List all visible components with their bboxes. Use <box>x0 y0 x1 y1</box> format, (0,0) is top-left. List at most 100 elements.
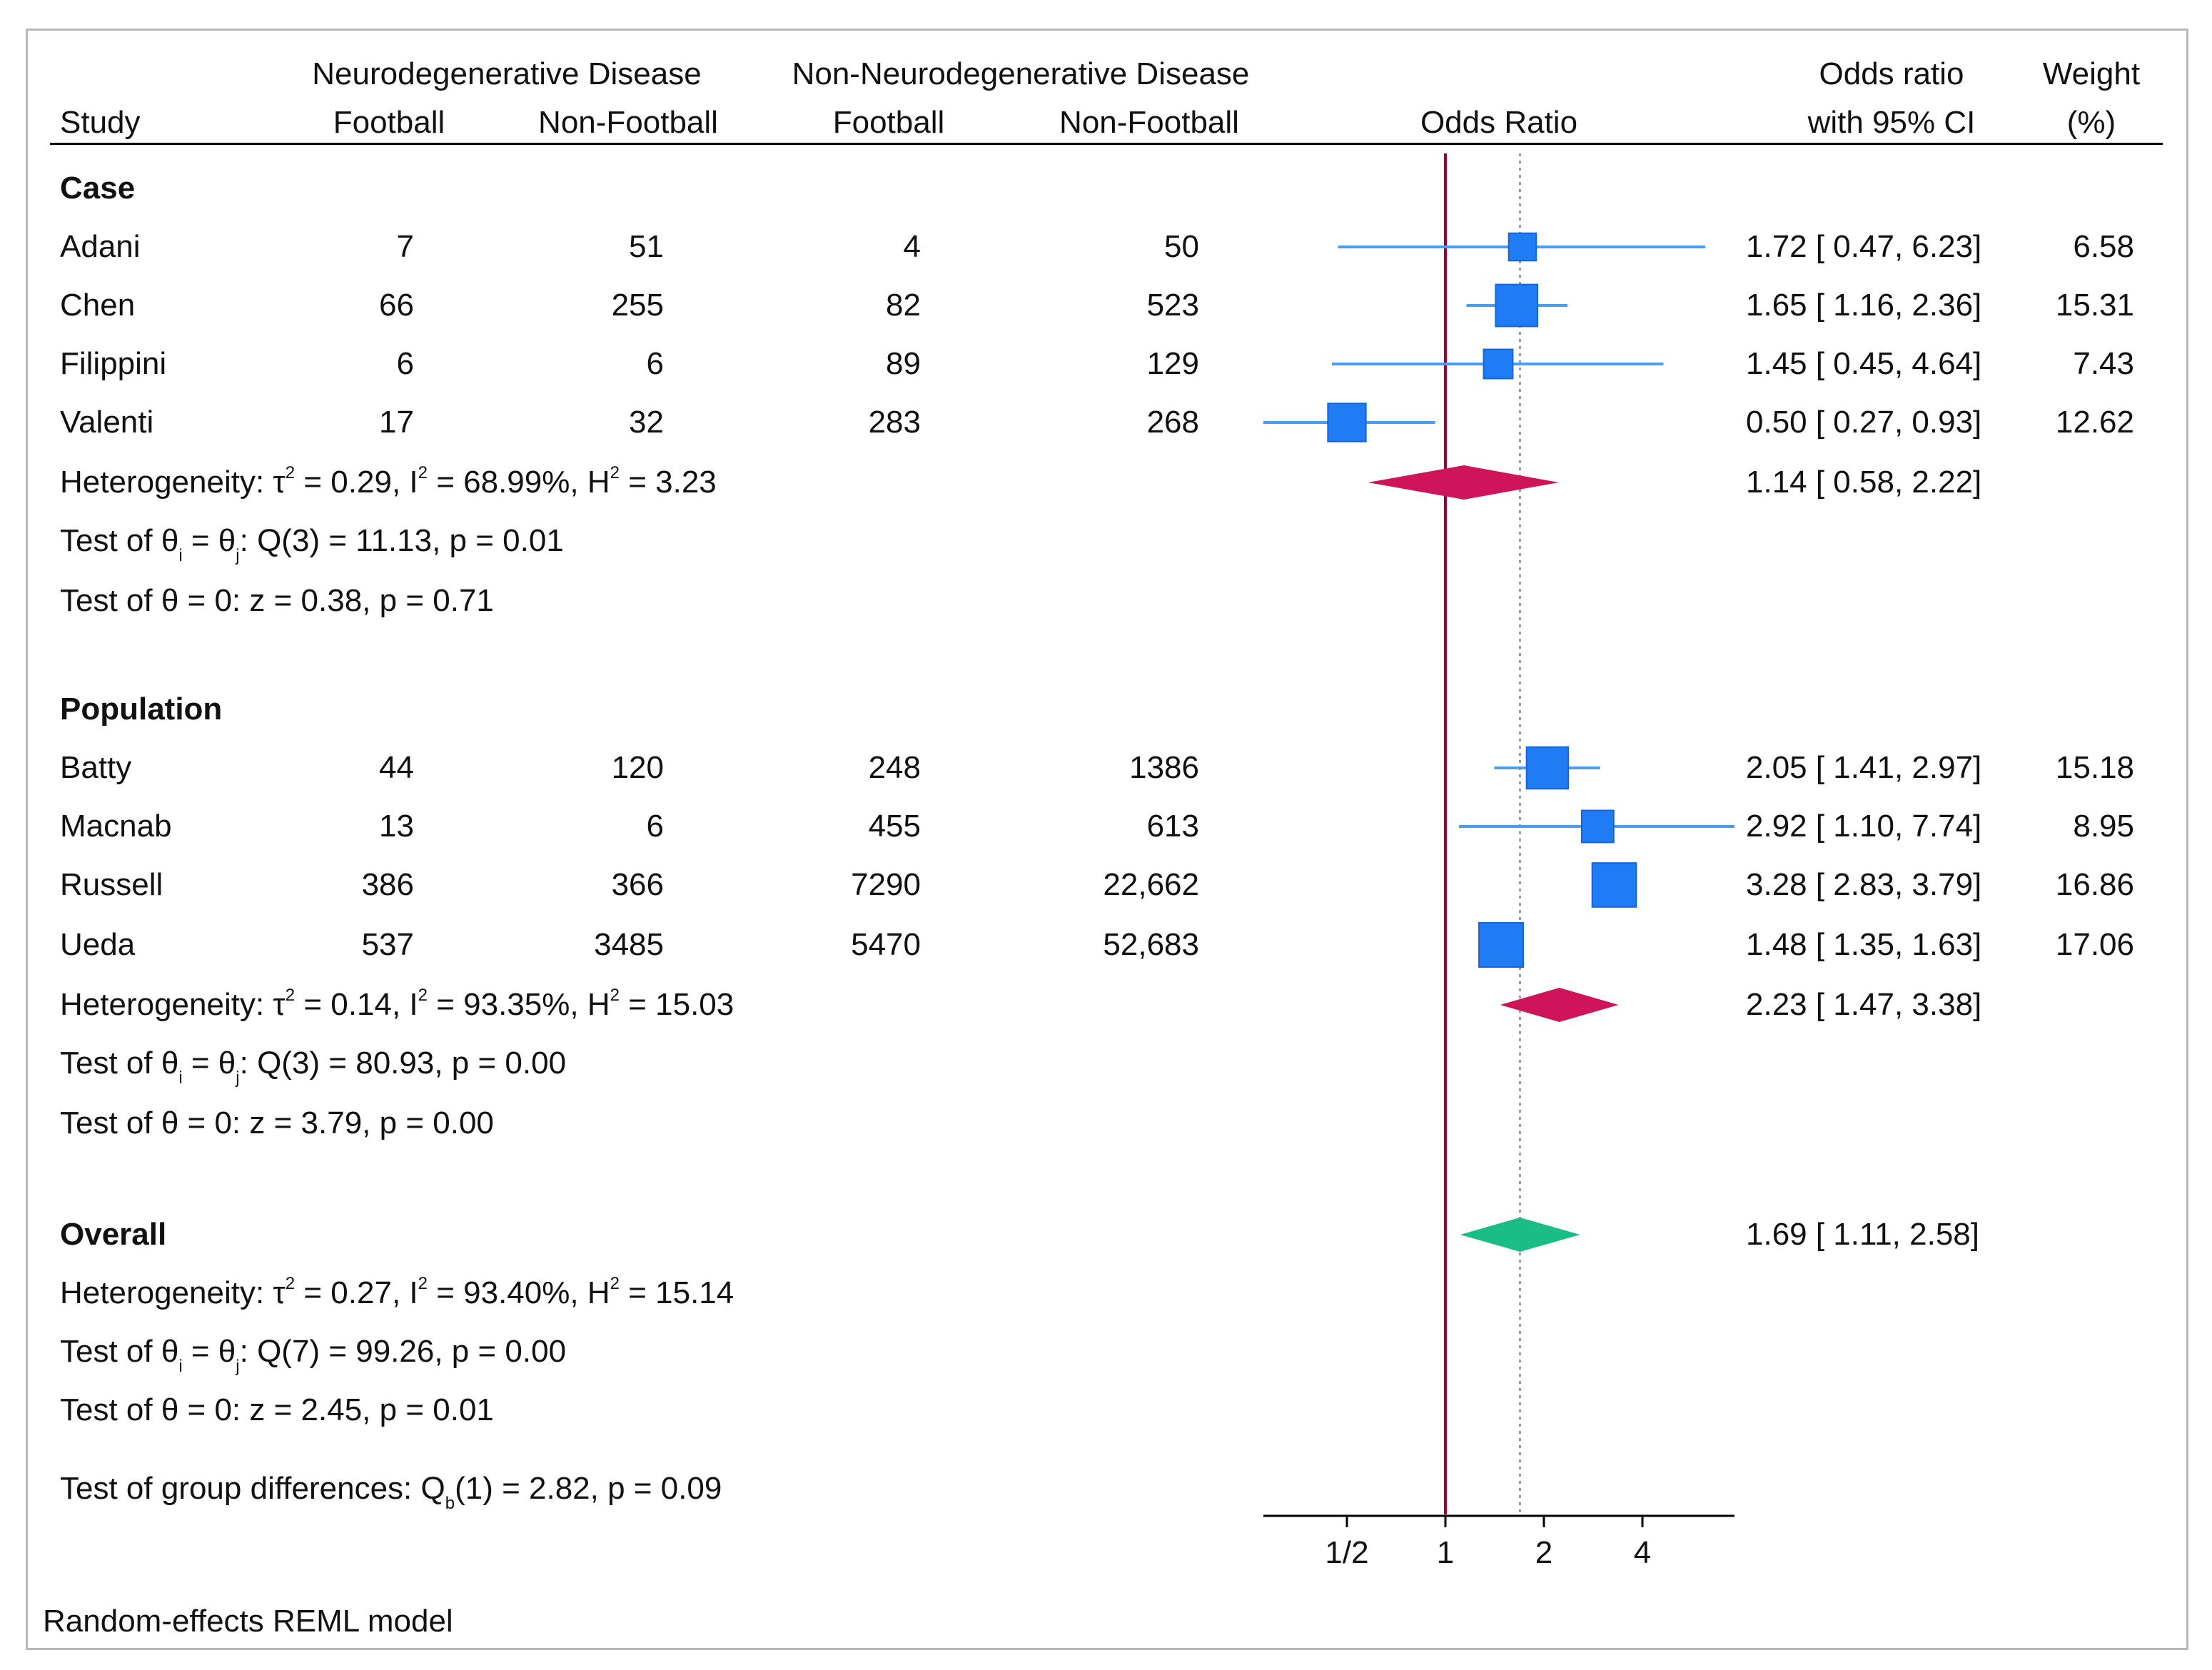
cell-nd-non-football: 120 <box>611 750 664 785</box>
cell-weight: 17.06 <box>2055 927 2134 962</box>
cell-nn-non-football: 22,662 <box>1103 867 1199 902</box>
header-nn-football: Football <box>832 105 945 140</box>
cell-nn-non-football: 129 <box>1146 346 1199 381</box>
diamond-case <box>1368 465 1559 500</box>
overall-label: Overall <box>60 1217 167 1252</box>
point-filippini <box>1483 348 1514 380</box>
header-rule <box>50 143 2163 145</box>
cell-nn-football: 89 <box>886 346 921 381</box>
cell-nn-non-football: 52,683 <box>1103 927 1199 962</box>
cell-nd-non-football: 32 <box>629 405 664 440</box>
cell-weight: 16.86 <box>2055 867 2134 902</box>
q-test-population: Test of θi = θj: Q(3) = 80.93, p = 0.00 <box>60 1046 567 1088</box>
cell-nd-non-football: 255 <box>611 288 664 323</box>
cell-nd-non-football: 51 <box>629 229 664 264</box>
cell-nn-non-football: 613 <box>1146 809 1199 844</box>
cell-nd-non-football: 6 <box>646 346 664 381</box>
cell-ci: 1.72 [ 0.47, 6.23] <box>1746 229 1982 264</box>
header-ci-line2: with 95% CI <box>1807 105 1976 140</box>
point-macnab <box>1580 809 1615 844</box>
z-test-overall: Test of θ = 0: z = 2.45, p = 0.01 <box>60 1392 494 1427</box>
heterogeneity-case: Heterogeneity: τ2 = 0.29, I2 = 68.99%, H… <box>60 463 717 500</box>
cell-nn-football: 5470 <box>851 927 921 962</box>
summary-ci-overall: 1.69 [ 1.11, 2.58] <box>1746 1217 1979 1252</box>
heterogeneity-population: Heterogeneity: τ2 = 0.14, I2 = 93.35%, H… <box>60 986 734 1023</box>
cell-ci: 1.48 [ 1.35, 1.63] <box>1746 927 1982 962</box>
cell-nd-non-football: 366 <box>611 867 664 902</box>
diamond-overall <box>1460 1218 1580 1252</box>
summary-ci-case: 1.14 [ 0.58, 2.22] <box>1746 465 1982 500</box>
x-tick-label: 2 <box>1535 1535 1552 1570</box>
q-test-case: Test of θi = θj: Q(3) = 11.13, p = 0.01 <box>60 523 564 565</box>
diamond-population <box>1500 988 1619 1022</box>
figure-frame <box>26 29 2188 1650</box>
header-nd-football: Football <box>333 105 445 140</box>
group-difference-test: Test of group differences: Qb(1) = 2.82,… <box>60 1471 722 1513</box>
cell-nn-football: 82 <box>886 288 921 323</box>
study-name: Chen <box>60 288 136 323</box>
cell-nd-football: 66 <box>379 288 414 323</box>
cell-nn-non-football: 50 <box>1164 229 1199 264</box>
study-name: Adani <box>60 229 141 264</box>
z-test-population: Test of θ = 0: z = 3.79, p = 0.00 <box>60 1105 494 1140</box>
cell-nd-football: 537 <box>361 927 414 962</box>
study-name: Filippini <box>60 346 167 381</box>
cell-nn-football: 283 <box>868 405 921 440</box>
cell-nd-football: 44 <box>379 750 414 785</box>
cell-nd-football: 386 <box>361 867 414 902</box>
point-batty <box>1525 746 1570 790</box>
point-russell <box>1591 862 1637 908</box>
header-non-neuro-disease: Non-Neurodegenerative Disease <box>792 56 1250 91</box>
x-tick-label: 4 <box>1634 1535 1651 1570</box>
summary-ci-population: 2.23 [ 1.47, 3.38] <box>1746 987 1982 1022</box>
cell-nd-football: 6 <box>396 346 414 381</box>
cell-weight: 8.95 <box>2073 809 2134 844</box>
cell-nn-football: 4 <box>903 229 921 264</box>
q-test-overall: Test of θi = θj: Q(7) = 99.26, p = 0.00 <box>60 1334 567 1376</box>
header-odds-ratio: Odds Ratio <box>1420 105 1578 140</box>
header-study: Study <box>60 105 141 140</box>
cell-nd-non-football: 6 <box>646 809 664 844</box>
cell-nn-non-football: 268 <box>1146 405 1199 440</box>
cell-nn-non-football: 523 <box>1146 288 1199 323</box>
cell-ci: 2.05 [ 1.41, 2.97] <box>1746 750 1982 785</box>
study-name: Valenti <box>60 405 154 440</box>
cell-ci: 1.65 [ 1.16, 2.36] <box>1746 288 1982 323</box>
cell-nn-football: 455 <box>868 809 921 844</box>
point-valenti <box>1327 403 1367 442</box>
footer-model-note: Random-effects REML model <box>43 1604 453 1639</box>
header-weight-line2: (%) <box>2066 105 2116 140</box>
study-name: Russell <box>60 867 163 902</box>
cell-ci: 0.50 [ 0.27, 0.93] <box>1746 405 1982 440</box>
cell-weight: 15.18 <box>2055 750 2134 785</box>
heterogeneity-overall: Heterogeneity: τ2 = 0.27, I2 = 93.40%, H… <box>60 1274 734 1311</box>
cell-ci: 2.92 [ 1.10, 7.74] <box>1746 809 1982 844</box>
header-nn-non-football: Non-Football <box>1059 105 1239 140</box>
header-neuro-disease: Neurodegenerative Disease <box>312 56 702 91</box>
cell-nd-football: 13 <box>379 809 414 844</box>
cell-weight: 15.31 <box>2055 288 2134 323</box>
cell-nd-non-football: 3485 <box>594 927 664 962</box>
point-chen <box>1495 283 1539 328</box>
point-adani <box>1508 232 1537 262</box>
cell-nd-football: 17 <box>379 405 414 440</box>
header-ci-line1: Odds ratio <box>1819 56 1964 91</box>
study-name: Batty <box>60 750 132 785</box>
header-nd-non-football: Non-Football <box>538 105 718 140</box>
point-ueda <box>1478 922 1525 968</box>
cell-ci: 1.45 [ 0.45, 4.64] <box>1746 346 1982 381</box>
cell-nn-non-football: 1386 <box>1129 750 1199 785</box>
study-name: Macnab <box>60 809 172 844</box>
cell-weight: 6.58 <box>2073 229 2134 264</box>
cell-nn-football: 7290 <box>851 867 921 902</box>
cell-nn-football: 248 <box>868 750 921 785</box>
cell-weight: 7.43 <box>2073 346 2134 381</box>
cell-weight: 12.62 <box>2055 405 2134 440</box>
x-tick-label: 1 <box>1437 1535 1454 1570</box>
group-label-population: Population <box>60 692 223 727</box>
z-test-case: Test of θ = 0: z = 0.38, p = 0.71 <box>60 583 494 618</box>
x-tick-label: 1/2 <box>1325 1535 1368 1570</box>
header-weight-line1: Weight <box>2042 56 2141 91</box>
cell-ci: 3.28 [ 2.83, 3.79] <box>1746 867 1982 902</box>
